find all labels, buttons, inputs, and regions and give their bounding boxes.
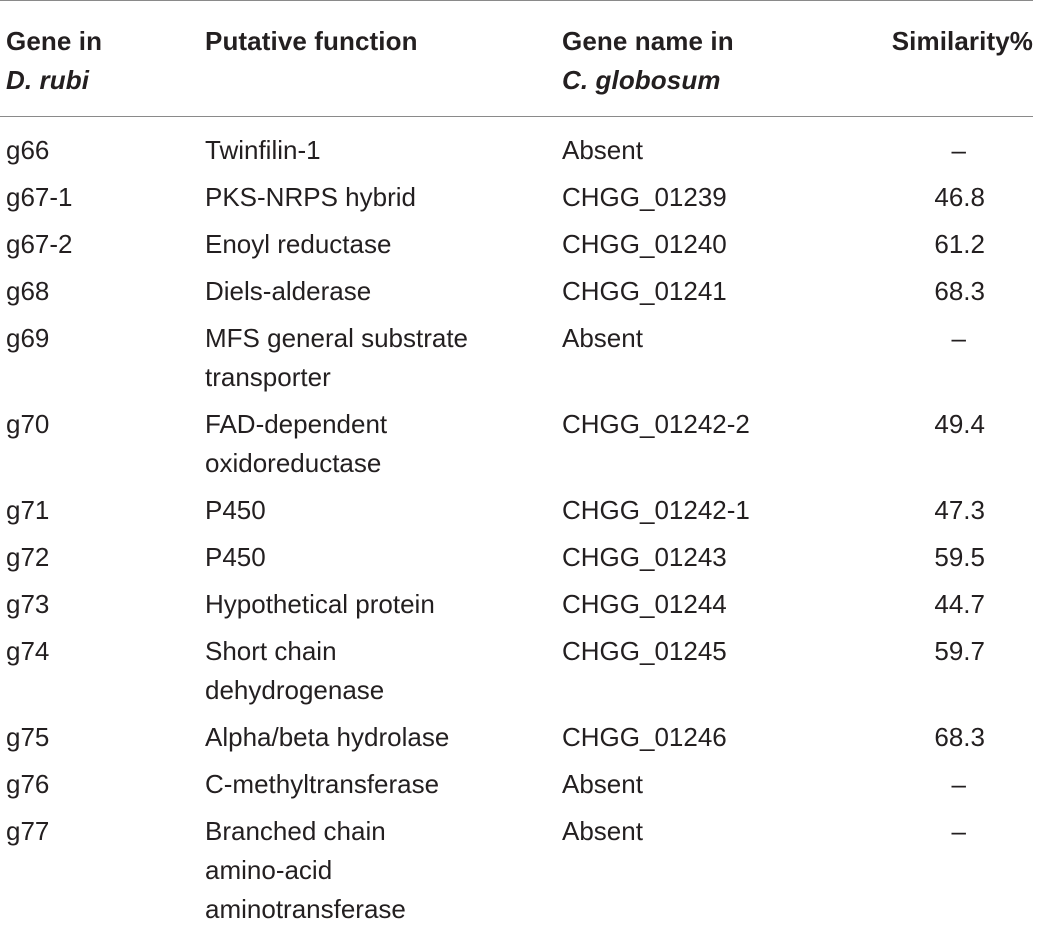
cell-function-text: C-methyltransferase bbox=[205, 765, 505, 804]
table-row: g74 Short chain dehydrogenase CHGG_01245… bbox=[0, 632, 1033, 718]
cell-similarity: – bbox=[832, 812, 1033, 937]
header-row: Gene in D. rubi Putative function Gene n… bbox=[0, 1, 1033, 117]
cell-gene-name: CHGG_01243 bbox=[562, 538, 832, 585]
cell-function: Twinfilin-1 bbox=[205, 117, 562, 179]
cell-gene: g77 bbox=[0, 812, 205, 937]
cell-similarity: 49.4 bbox=[832, 405, 1033, 491]
cell-similarity: 59.7 bbox=[832, 632, 1033, 718]
cell-function: C-methyltransferase bbox=[205, 765, 562, 812]
table-row: g71 P450 CHGG_01242-1 47.3 bbox=[0, 491, 1033, 538]
cell-gene: g70 bbox=[0, 405, 205, 491]
header-name-line2: C. globosum bbox=[562, 61, 832, 100]
cell-gene-name: CHGG_01241 bbox=[562, 272, 832, 319]
header-gene-line2: D. rubi bbox=[6, 61, 205, 100]
cell-gene: g75 bbox=[0, 718, 205, 765]
cell-function-text: Twinfilin-1 bbox=[205, 131, 505, 170]
cell-function-text: Diels-alderase bbox=[205, 272, 505, 311]
cell-function-text: Alpha/beta hydrolase bbox=[205, 718, 505, 757]
cell-gene-name: CHGG_01244 bbox=[562, 585, 832, 632]
cell-similarity: 61.2 bbox=[832, 225, 1033, 272]
cell-function-text: Enoyl reductase bbox=[205, 225, 505, 264]
cell-gene-name: Absent bbox=[562, 812, 832, 937]
header-gene-name-in-c-globosum: Gene name in C. globosum bbox=[562, 1, 832, 117]
cell-gene: g76 bbox=[0, 765, 205, 812]
cell-gene-name: CHGG_01242-2 bbox=[562, 405, 832, 491]
table-row: g77 Branched chain amino-acid aminotrans… bbox=[0, 812, 1033, 937]
cell-gene: g74 bbox=[0, 632, 205, 718]
cell-similarity: 47.3 bbox=[832, 491, 1033, 538]
cell-function: Diels-alderase bbox=[205, 272, 562, 319]
cell-gene-name: CHGG_01245 bbox=[562, 632, 832, 718]
cell-gene-name: CHGG_01242-1 bbox=[562, 491, 832, 538]
cell-function-text: PKS-NRPS hybrid bbox=[205, 178, 505, 217]
header-function-label: Putative function bbox=[205, 22, 562, 61]
cell-function: Alpha/beta hydrolase bbox=[205, 718, 562, 765]
cell-function-text: Short chain dehydrogenase bbox=[205, 632, 505, 710]
header-name-line1: Gene name in bbox=[562, 22, 832, 61]
cell-function: P450 bbox=[205, 491, 562, 538]
cell-similarity: 68.3 bbox=[832, 272, 1033, 319]
cell-function-text: Hypothetical protein bbox=[205, 585, 505, 624]
header-similarity-label: Similarity% bbox=[832, 22, 1033, 61]
cell-similarity: 46.8 bbox=[832, 178, 1033, 225]
table-row: g66 Twinfilin-1 Absent – bbox=[0, 117, 1033, 179]
cell-similarity: 68.3 bbox=[832, 718, 1033, 765]
table-header: Gene in D. rubi Putative function Gene n… bbox=[0, 1, 1033, 117]
cell-gene-name: Absent bbox=[562, 319, 832, 405]
cell-gene-name: CHGG_01240 bbox=[562, 225, 832, 272]
cell-function: FAD-dependent oxidoreductase bbox=[205, 405, 562, 491]
cell-gene: g73 bbox=[0, 585, 205, 632]
cell-function-text: Branched chain amino-acid aminotransfera… bbox=[205, 812, 435, 929]
header-similarity: Similarity% bbox=[832, 1, 1033, 117]
cell-gene: g69 bbox=[0, 319, 205, 405]
table-row: g72 P450 CHGG_01243 59.5 bbox=[0, 538, 1033, 585]
table-row: g67-1 PKS-NRPS hybrid CHGG_01239 46.8 bbox=[0, 178, 1033, 225]
cell-function: Hypothetical protein bbox=[205, 585, 562, 632]
cell-gene-name: CHGG_01239 bbox=[562, 178, 832, 225]
cell-gene: g68 bbox=[0, 272, 205, 319]
cell-gene-name: CHGG_01246 bbox=[562, 718, 832, 765]
header-putative-function: Putative function bbox=[205, 1, 562, 117]
cell-similarity: 59.5 bbox=[832, 538, 1033, 585]
table-row: g70 FAD-dependent oxidoreductase CHGG_01… bbox=[0, 405, 1033, 491]
cell-function: Short chain dehydrogenase bbox=[205, 632, 562, 718]
cell-function-text: P450 bbox=[205, 491, 505, 530]
table-row: g67-2 Enoyl reductase CHGG_01240 61.2 bbox=[0, 225, 1033, 272]
table-row: g73 Hypothetical protein CHGG_01244 44.7 bbox=[0, 585, 1033, 632]
table-row: g76 C-methyltransferase Absent – bbox=[0, 765, 1033, 812]
cell-gene: g67-1 bbox=[0, 178, 205, 225]
cell-function-text: MFS general substrate transporter bbox=[205, 319, 505, 397]
cell-similarity: – bbox=[832, 319, 1033, 405]
cell-gene: g72 bbox=[0, 538, 205, 585]
cell-similarity: – bbox=[832, 765, 1033, 812]
table-row: g75 Alpha/beta hydrolase CHGG_01246 68.3 bbox=[0, 718, 1033, 765]
cell-function: Branched chain amino-acid aminotransfera… bbox=[205, 812, 562, 937]
cell-function-text: P450 bbox=[205, 538, 505, 577]
cell-function: Enoyl reductase bbox=[205, 225, 562, 272]
cell-function-text: FAD-dependent oxidoreductase bbox=[205, 405, 505, 483]
cell-function: P450 bbox=[205, 538, 562, 585]
cell-gene-name: Absent bbox=[562, 117, 832, 179]
cell-function: MFS general substrate transporter bbox=[205, 319, 562, 405]
header-gene-line1: Gene in bbox=[6, 22, 205, 61]
cell-gene: g71 bbox=[0, 491, 205, 538]
cell-gene: g67-2 bbox=[0, 225, 205, 272]
cell-gene-name: Absent bbox=[562, 765, 832, 812]
cell-similarity: 44.7 bbox=[832, 585, 1033, 632]
table-body: g66 Twinfilin-1 Absent – g67-1 PKS-NRPS … bbox=[0, 117, 1033, 937]
cell-function: PKS-NRPS hybrid bbox=[205, 178, 562, 225]
table-row: g68 Diels-alderase CHGG_01241 68.3 bbox=[0, 272, 1033, 319]
cell-similarity: – bbox=[832, 117, 1033, 179]
cell-gene: g66 bbox=[0, 117, 205, 179]
table-row: g69 MFS general substrate transporter Ab… bbox=[0, 319, 1033, 405]
header-gene-in-d-rubi: Gene in D. rubi bbox=[0, 1, 205, 117]
